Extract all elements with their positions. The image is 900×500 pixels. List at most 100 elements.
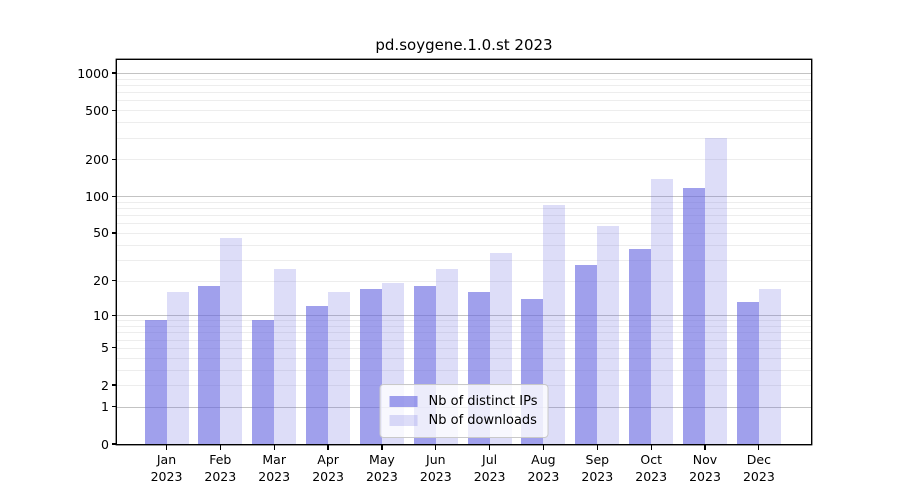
x-axis-label-jan: Jan 2023 [150, 452, 183, 484]
bar-ips-mar [252, 320, 275, 444]
y-axis-label-500: 500 [85, 102, 109, 118]
plot-area: 0 1 2 5 10 20 50 100 200 500 1000 Jan 2023 Feb 2023 M… [77, 60, 811, 484]
y-axis-tick-1 [112, 406, 117, 408]
x-axis-label-feb: Feb 2023 [204, 452, 237, 484]
bar-ips-feb [198, 285, 221, 444]
bar-ips-jan [144, 320, 167, 444]
bar-ips-oct [629, 248, 652, 444]
y-axis-tick-500 [112, 109, 117, 111]
y-axis-label-10: 10 [93, 307, 109, 323]
y-axis-tick-10 [112, 314, 117, 316]
x-axis-tick-nov [704, 445, 706, 451]
x-axis-label-jun: Jun 2023 [419, 452, 452, 484]
x-axis-tick-sep [596, 445, 598, 451]
x-axis-tick-feb [219, 445, 221, 451]
gridline-minor-80 [117, 208, 811, 209]
gridline-minor-300 [117, 137, 811, 139]
x-axis-label-aug: Aug 2023 [527, 452, 560, 484]
y-axis-label-100: 100 [85, 188, 109, 204]
gridline-minor-5 [117, 347, 811, 349]
gridline-minor-9 [117, 320, 811, 322]
legend-label-ips: Nb of distinct IPs [428, 394, 538, 409]
gridline-minor-30 [117, 259, 811, 261]
y-axis-tick-2 [112, 384, 117, 386]
y-axis-tick-100 [112, 195, 117, 197]
y-axis-label-5: 5 [101, 340, 109, 356]
bar-ips-apr [306, 306, 329, 444]
bar-ips-may [359, 288, 382, 444]
bar-ips-sep [575, 265, 598, 444]
y-axis-label-200: 200 [85, 151, 109, 167]
y-axis-tick-0 [112, 443, 117, 445]
x-axis-label-nov: Nov 2023 [689, 452, 721, 484]
x-axis-label-jul: Jul 2023 [473, 452, 506, 484]
bar-downloads-mar [274, 269, 297, 444]
bar-ips-nov [683, 187, 705, 444]
bar-downloads-jan [166, 291, 189, 444]
x-axis-label-apr: Apr 2023 [312, 452, 344, 484]
legend: Nb of distinct IPs Nb of downloads [379, 384, 549, 438]
chart-title: pd.soygene.1.0.st 2023 [375, 36, 553, 54]
x-axis-label-dec: Dec 2023 [742, 452, 775, 484]
bar-downloads-dec [758, 288, 781, 444]
gridline-minor-3 [117, 369, 811, 371]
y-axis-tick-200 [112, 158, 117, 160]
x-axis-tick-oct [650, 445, 652, 451]
bar-downloads-aug [543, 205, 566, 444]
gridline-minor-50 [117, 232, 811, 234]
gridline-minor-800 [117, 85, 811, 86]
gridline-minor-200 [117, 159, 811, 161]
x-axis-tick-apr [327, 445, 329, 451]
gridline-major-1000 [117, 73, 811, 74]
y-axis-tick-5 [112, 347, 117, 349]
y-axis-label-50: 50 [93, 225, 109, 241]
y-axis-label-1000: 1000 [77, 65, 109, 81]
gridline-minor-60 [117, 223, 811, 225]
legend-label-downloads: Nb of downloads [428, 413, 537, 428]
y-axis-tick-1000 [112, 72, 117, 74]
x-axis-tick-aug [542, 445, 545, 451]
gridline-minor-700 [117, 92, 811, 94]
x-axis-tick-may [381, 445, 383, 451]
gridline-minor-7 [117, 332, 811, 334]
y-axis-tick-20 [112, 279, 117, 282]
bar-downloads-feb [220, 238, 243, 444]
x-axis-tick-dec [758, 445, 760, 451]
gridline-minor-40 [117, 244, 811, 246]
bar-ips-dec [736, 302, 759, 444]
y-axis-tick-50 [112, 232, 117, 234]
gridline-minor-90 [117, 201, 811, 203]
gridline-minor-4 [117, 357, 811, 359]
x-axis-tick-jun [435, 445, 437, 451]
bar-downloads-oct [651, 179, 674, 444]
legend-item-distinct-ips: Nb of distinct IPs [389, 392, 538, 411]
gridline-minor-8 [117, 326, 811, 327]
bar-downloads-sep [597, 226, 620, 444]
gridline-minor-400 [117, 122, 811, 124]
y-axis-label-20: 20 [93, 273, 109, 288]
gridline-minor-900 [117, 78, 811, 80]
downloads-color-swatch [389, 415, 418, 426]
gridline-minor-20 [117, 280, 811, 282]
x-axis-tick-mar [273, 445, 275, 451]
x-axis-label-oct: Oct 2023 [635, 452, 668, 484]
gridline-minor-6 [117, 339, 811, 341]
y-axis-label-1: 1 [101, 399, 109, 415]
y-axis-label-2: 2 [101, 377, 109, 393]
x-axis-label-sep: Sep 2023 [581, 452, 614, 484]
y-axis-label-0: 0 [101, 436, 109, 452]
gridline-minor-500 [117, 110, 811, 112]
bar-downloads-apr [328, 291, 351, 444]
bar-downloads-nov [705, 137, 727, 444]
gridline-minor-70 [117, 215, 811, 217]
x-axis-tick-jul [488, 445, 491, 451]
gridline-minor-600 [117, 100, 811, 102]
ips-color-swatch [389, 396, 418, 407]
legend-item-downloads: Nb of downloads [389, 411, 538, 430]
gridline-major-10 [117, 315, 811, 317]
x-axis-label-mar: Mar 2023 [258, 452, 291, 484]
x-axis-label-may: May 2023 [365, 452, 398, 484]
x-axis-tick-jan [165, 445, 168, 451]
gridline-major-100 [117, 196, 811, 198]
